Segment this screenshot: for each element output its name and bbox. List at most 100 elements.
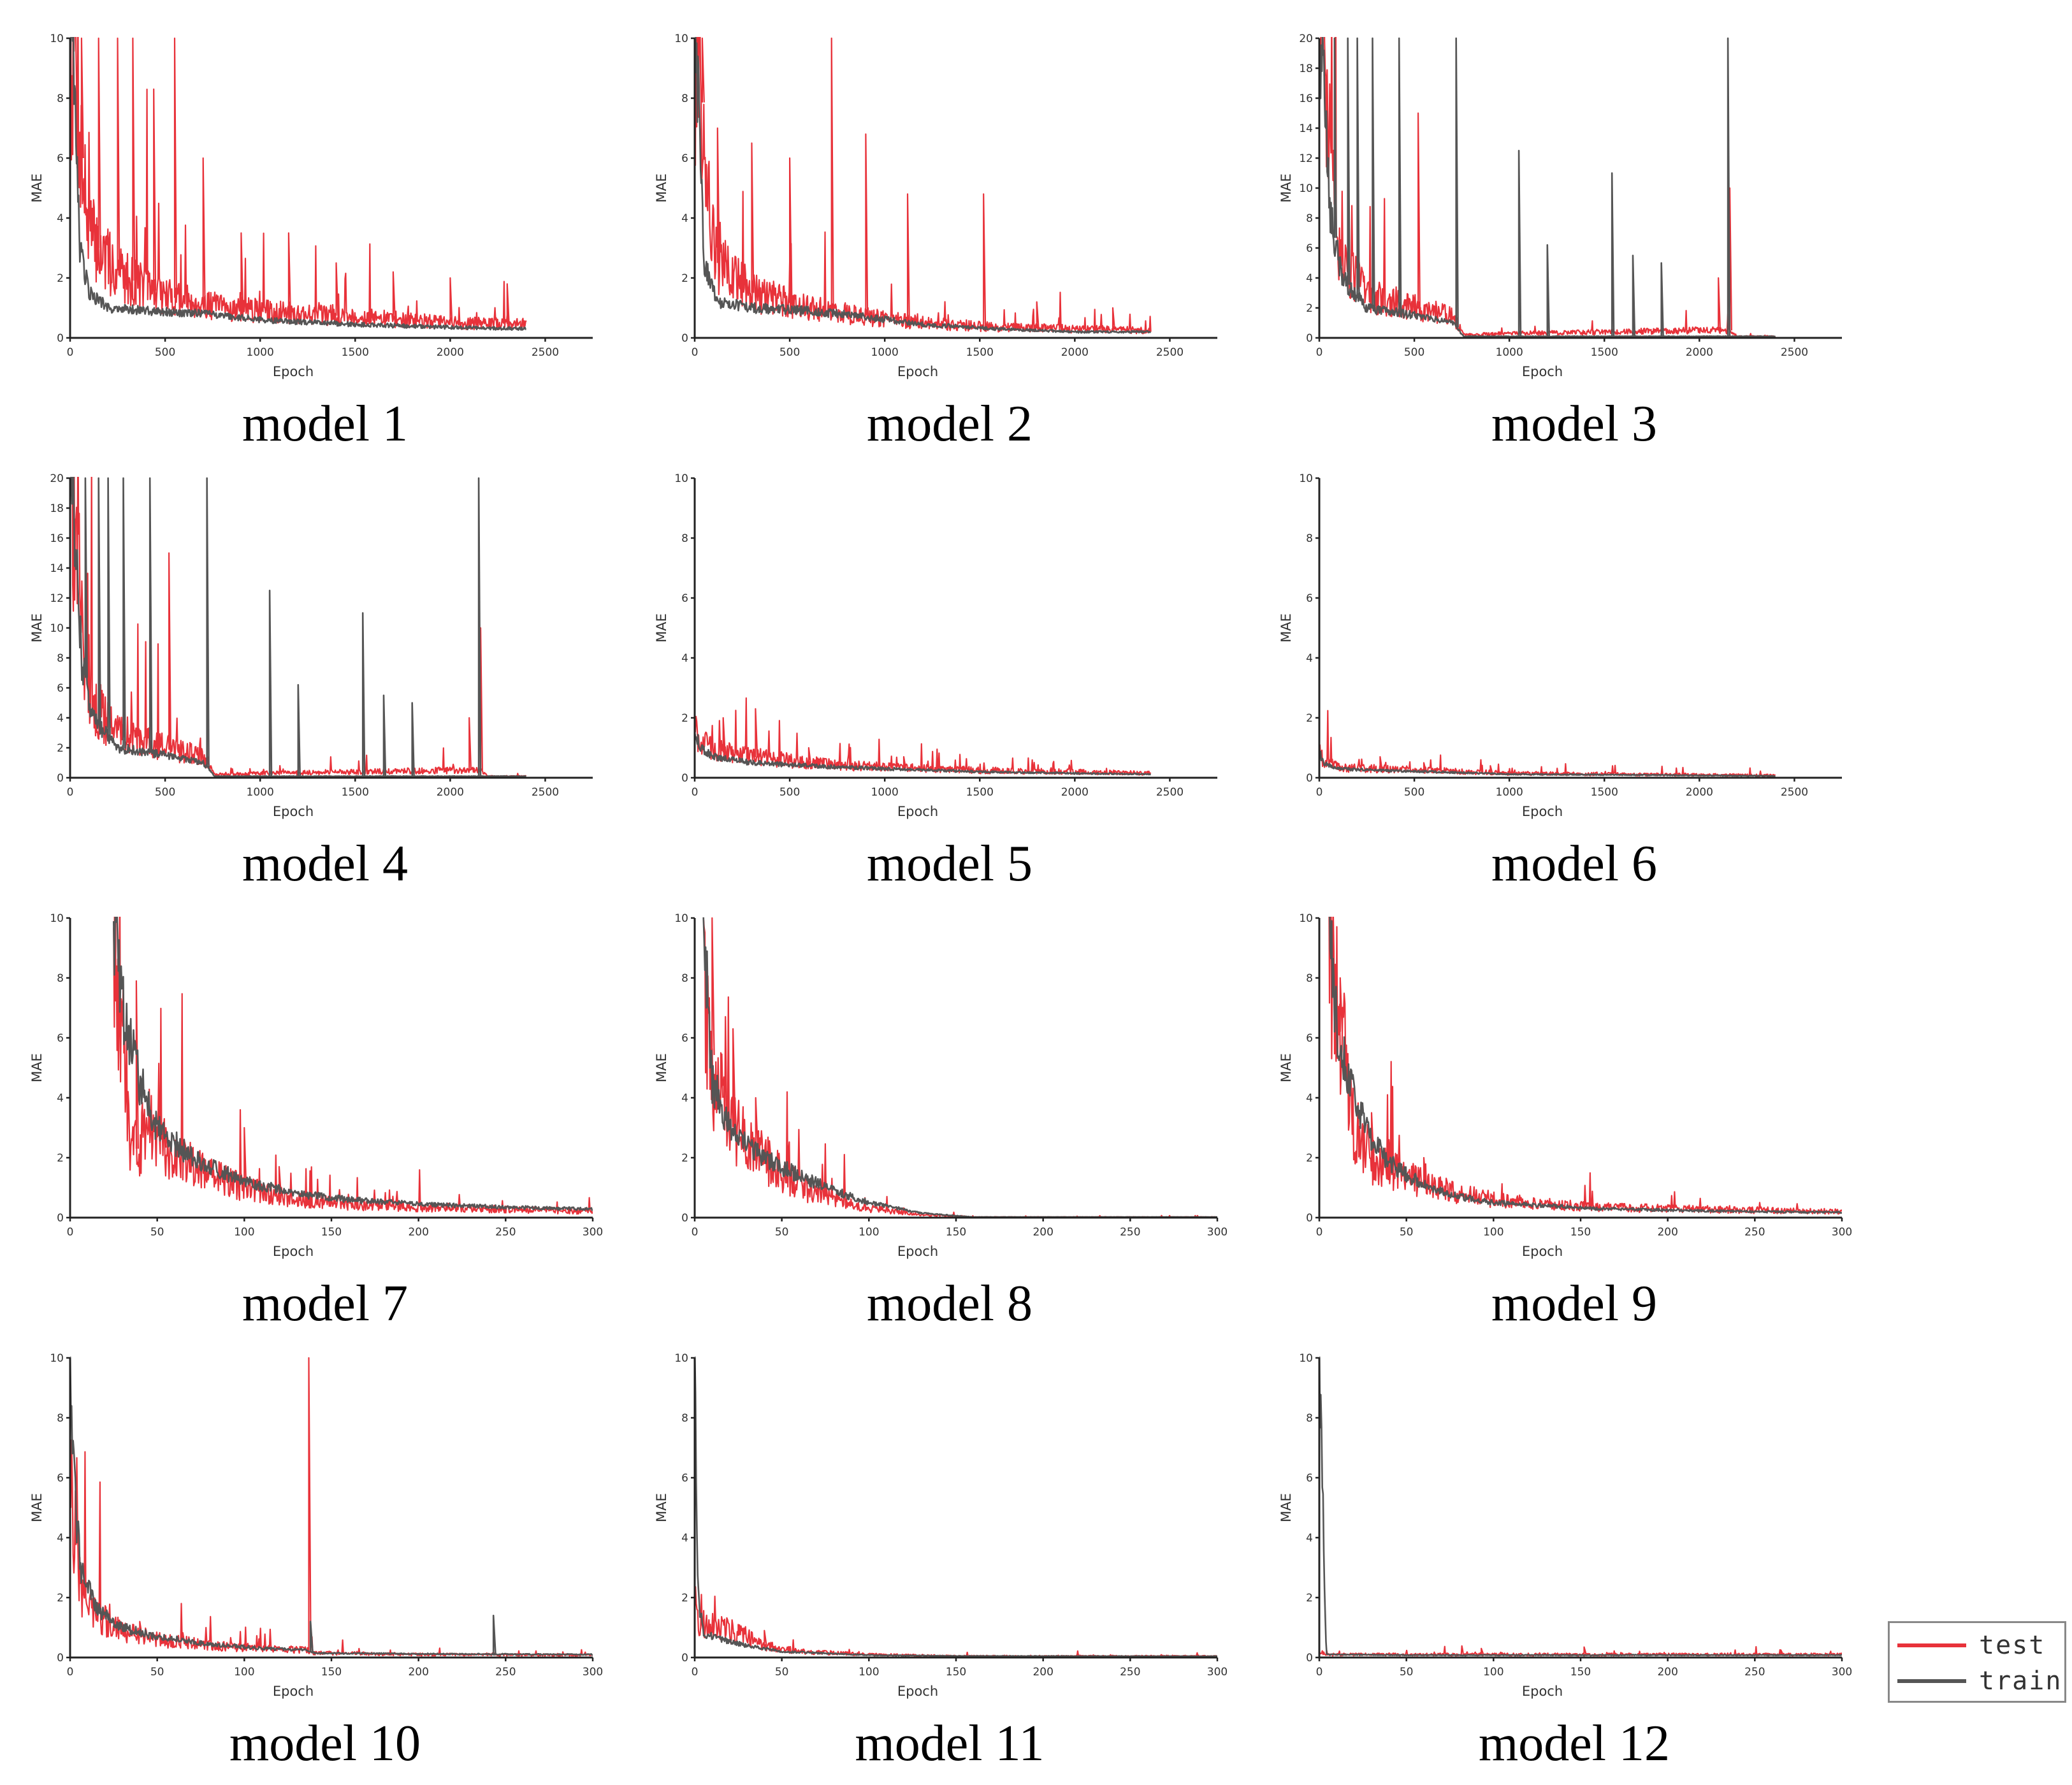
- chart-caption: model 12: [1479, 1716, 1670, 1772]
- y-tick-label: 6: [681, 1472, 688, 1485]
- x-tick-label: 150: [946, 1226, 966, 1239]
- axes: [693, 478, 1217, 779]
- y-tick-label: 10: [50, 622, 64, 635]
- y-tick-label: 8: [1306, 532, 1313, 545]
- x-tick-label: 2500: [1156, 346, 1184, 359]
- series-group: [70, 1357, 593, 1657]
- y-tick-label: 20: [1299, 33, 1313, 45]
- x-axis-title: Epoch: [897, 1684, 938, 1699]
- x-tick-label: 200: [408, 1666, 428, 1679]
- y-tick-label: 4: [57, 1092, 64, 1105]
- x-tick-label: 200: [1032, 1226, 1053, 1239]
- y-tick-label: 0: [681, 332, 688, 345]
- x-tick-label: 100: [1483, 1666, 1503, 1679]
- series-line-train: [695, 37, 1151, 334]
- x-tick-label: 2500: [1781, 786, 1808, 799]
- y-axis-title: MAE: [654, 613, 669, 643]
- y-axis-title: MAE: [29, 1493, 45, 1522]
- x-axis-title: Epoch: [273, 804, 314, 819]
- chart-panel-9: 0 50 100 150 200 250 300 0 2 4 6 8 10 Epoch MAE model 9: [1275, 905, 1874, 1345]
- x-tick-label: 100: [234, 1666, 254, 1679]
- x-axis-title: Epoch: [897, 804, 938, 819]
- y-tick-label: 8: [681, 1412, 688, 1425]
- chart-panel-5: 0 500 1000 1500 2000 2500 0 2 4 6 8 10 Epoch MAE model…: [650, 465, 1249, 905]
- y-tick-label: 6: [57, 1472, 64, 1485]
- x-axis-title: Epoch: [273, 1244, 314, 1259]
- x-tick-label: 50: [775, 1226, 789, 1239]
- y-axis-title: MAE: [1279, 613, 1294, 643]
- series-line-test: [113, 917, 593, 1215]
- x-tick-label: 0: [1316, 346, 1323, 359]
- x-tick-label: 200: [1657, 1226, 1677, 1239]
- x-tick-label: 2000: [1061, 786, 1089, 799]
- y-tick-label: 0: [1306, 332, 1313, 345]
- x-tick-label: 100: [234, 1226, 254, 1239]
- y-tick-label: 0: [57, 1212, 64, 1225]
- y-tick-label: 0: [681, 1652, 688, 1665]
- x-tick-label: 300: [1207, 1226, 1228, 1239]
- y-tick-label: 6: [57, 152, 64, 165]
- axes: [69, 1358, 593, 1659]
- legend-swatch-test: [1897, 1643, 1966, 1647]
- x-tick-label: 500: [155, 786, 175, 799]
- y-tick-label: 0: [57, 772, 64, 785]
- x-tick-label: 0: [692, 1226, 699, 1239]
- chart-1: 0 500 1000 1500 2000 2500 0 2 4 6 8 10 Epoch MAE: [29, 33, 593, 379]
- legend-label-train: train: [1979, 1666, 2062, 1696]
- x-tick-label: 1500: [342, 786, 369, 799]
- axes: [1318, 478, 1842, 779]
- y-tick-label: 4: [1306, 272, 1313, 285]
- chart-panel-4: 0 500 1000 1500 2000 2500 0 2 4 6 8 10 12 14 16 18 20 Epo…: [25, 465, 625, 905]
- x-tick-label: 300: [1832, 1226, 1852, 1239]
- y-tick-label: 10: [1299, 472, 1313, 485]
- y-tick-label: 6: [57, 1032, 64, 1045]
- x-tick-label: 50: [1400, 1226, 1414, 1239]
- x-tick-label: 500: [155, 346, 175, 359]
- y-tick-label: 8: [681, 532, 688, 545]
- series-line-train: [70, 477, 526, 778]
- series-line-train: [70, 1357, 593, 1656]
- y-tick-label: 8: [57, 1412, 64, 1425]
- y-tick-label: 18: [50, 502, 64, 515]
- y-tick-label: 6: [681, 152, 688, 165]
- x-tick-label: 1000: [247, 786, 274, 799]
- chart-panel-12: 0 50 100 150 200 250 300 0 2 4 6 8 10 Epoch MAE model 1…: [1275, 1345, 1874, 1785]
- x-axis-title: Epoch: [1522, 804, 1563, 819]
- chart-caption: model 1: [242, 396, 408, 452]
- series-line-test: [70, 1357, 593, 1657]
- x-tick-label: 2500: [1156, 786, 1184, 799]
- x-axis-title: Epoch: [1522, 1244, 1563, 1259]
- chart-caption: model 7: [242, 1276, 408, 1332]
- chart-caption: model 3: [1491, 396, 1657, 452]
- y-tick-label: 6: [1306, 242, 1313, 255]
- x-tick-label: 1000: [247, 346, 274, 359]
- x-axis-title: Epoch: [273, 1684, 314, 1699]
- series-group: [695, 697, 1152, 776]
- x-tick-label: 0: [67, 346, 74, 359]
- series-line-train: [1319, 750, 1776, 777]
- series-line-train: [1319, 1357, 1842, 1657]
- x-tick-label: 0: [67, 786, 74, 799]
- x-tick-label: 50: [150, 1226, 164, 1239]
- series-line-test: [70, 37, 527, 331]
- series-line-test: [695, 37, 1152, 335]
- y-tick-label: 6: [1306, 592, 1313, 605]
- chart-caption: model 2: [867, 396, 1032, 452]
- x-tick-label: 200: [408, 1226, 428, 1239]
- x-tick-label: 300: [1832, 1666, 1852, 1679]
- chart-7: 0 50 100 150 200 250 300 0 2 4 6 8 10 Epoch MAE: [29, 912, 603, 1259]
- y-tick-label: 2: [1306, 712, 1313, 725]
- chart-panel-3: 0 500 1000 1500 2000 2500 0 2 4 6 8 10 12 14 16 18 20 Epo…: [1275, 26, 1874, 465]
- y-tick-label: 0: [681, 772, 688, 785]
- y-tick-label: 4: [1306, 1532, 1313, 1545]
- y-tick-label: 10: [1299, 1352, 1313, 1365]
- y-tick-label: 0: [1306, 772, 1313, 785]
- legend-label-test: test: [1979, 1631, 2046, 1660]
- series-group: [1319, 37, 1776, 338]
- x-tick-label: 500: [1404, 786, 1424, 799]
- series-line-train: [1329, 917, 1842, 1214]
- y-axis-title: MAE: [29, 613, 45, 643]
- y-tick-label: 12: [1299, 152, 1313, 165]
- y-tick-label: 16: [50, 532, 64, 545]
